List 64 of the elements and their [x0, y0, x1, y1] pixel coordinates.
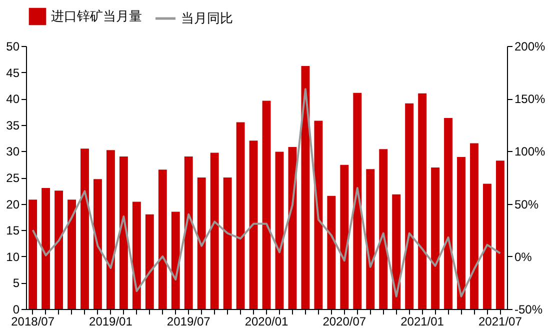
bar [482, 184, 492, 309]
y2-tick-label: 50% [514, 197, 539, 212]
bar [496, 160, 504, 309]
bar [275, 152, 284, 309]
bar [94, 179, 102, 309]
y2-tick-label: 200% [514, 40, 546, 54]
bar [223, 178, 232, 309]
bar [145, 214, 154, 309]
bar [171, 212, 180, 309]
y-tick-label: 20 [6, 197, 20, 212]
bar [132, 202, 141, 309]
bar [340, 164, 349, 309]
y-tick-label: 40 [6, 92, 20, 106]
bar [457, 156, 466, 309]
x-tick-label: 2019/07 [166, 314, 211, 328]
y2-tick-label: -50% [514, 302, 543, 316]
bar [119, 156, 128, 309]
x-tick-label: 2020/01 [244, 314, 289, 328]
legend-label: 当月同比 [181, 10, 233, 26]
bar [68, 200, 76, 309]
bar [42, 188, 50, 309]
y-tick-label: 10 [6, 250, 20, 264]
x-tick-label: 2020/07 [322, 314, 366, 328]
bar [405, 103, 414, 309]
bar [327, 196, 336, 309]
bar [418, 93, 427, 309]
bar [28, 200, 38, 309]
bar [249, 140, 258, 309]
y-tick-label: 15 [6, 224, 20, 238]
x-tick-label: 2019/01 [89, 314, 133, 328]
y-tick-label: 50 [6, 40, 20, 54]
bar [54, 190, 63, 309]
x-tick-label: 2021/01 [400, 314, 444, 328]
bar [366, 169, 375, 309]
legend-label: 进口锌矿当月量 [51, 8, 142, 24]
x-tick-label: 2021/07 [478, 314, 522, 328]
bar [236, 122, 245, 309]
bar [392, 194, 401, 309]
bar [444, 118, 452, 309]
y-tick-label: 35 [6, 118, 20, 132]
bar [80, 148, 89, 309]
bar [470, 143, 478, 309]
bar [262, 100, 271, 309]
bar [197, 178, 206, 309]
bar [106, 150, 115, 309]
bar [210, 152, 219, 309]
y-tick-label: 45 [6, 66, 20, 80]
bar [431, 168, 440, 309]
bar [184, 156, 193, 309]
y-tick-label: 25 [6, 171, 20, 185]
bar [353, 92, 362, 309]
bar [158, 170, 167, 309]
y2-tick-label: 150% [514, 92, 546, 106]
bar [288, 146, 297, 309]
y2-tick-label: 0% [514, 250, 532, 264]
line-series [32, 88, 502, 298]
y-tick-label: 0 [12, 302, 20, 316]
x-tick-label: 2018/07 [11, 314, 55, 328]
bar [379, 149, 388, 309]
bar [314, 120, 323, 309]
y-tick-label: 30 [6, 144, 20, 159]
y-tick-label: 5 [12, 276, 20, 290]
bar [301, 66, 310, 309]
y2-tick-label: 100% [514, 144, 546, 159]
